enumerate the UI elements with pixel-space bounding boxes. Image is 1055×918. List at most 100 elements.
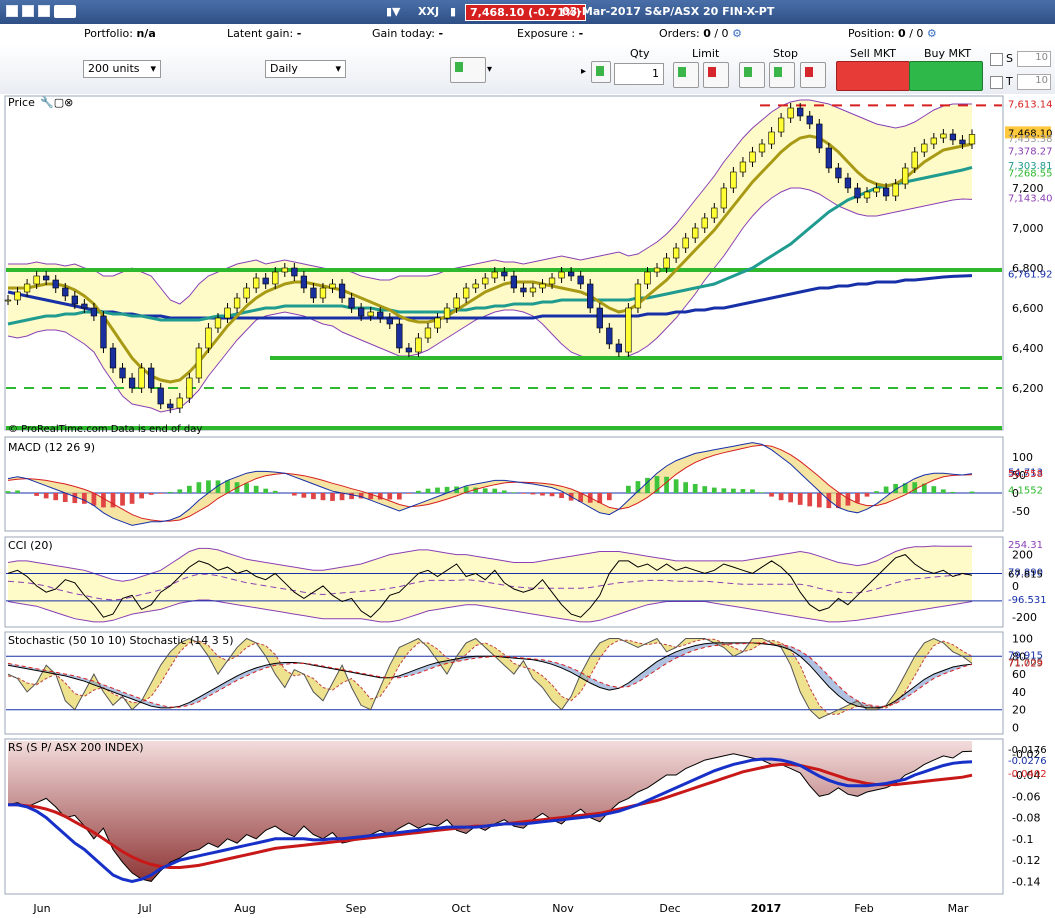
macd-histogram-bar	[186, 485, 192, 493]
candle-body	[472, 283, 479, 289]
rs-tick-label: -0.06	[1012, 790, 1040, 803]
macd-value-label: 50.558	[1008, 469, 1043, 480]
info-icon[interactable]: ▮	[450, 5, 457, 18]
candle-body	[854, 187, 861, 199]
restore-icon[interactable]	[22, 5, 34, 17]
candle-body	[52, 279, 59, 289]
symbol-label[interactable]: XXJ	[418, 5, 440, 18]
macd-histogram-bar	[654, 476, 660, 493]
macd-histogram-bar	[244, 483, 249, 493]
stochastic-fast-k-line	[7, 637, 973, 720]
candle-body	[739, 161, 747, 173]
candle-body	[424, 327, 432, 339]
macd-signal-line	[7, 444, 973, 522]
stochastic-slow-d-line	[7, 642, 973, 708]
candle-body	[634, 283, 642, 309]
limit-buy-button[interactable]	[673, 62, 699, 88]
indicators-button[interactable]	[450, 57, 486, 83]
macd-histogram-bar	[81, 493, 87, 504]
candle-body	[14, 291, 21, 301]
stochastic-panel[interactable]	[4, 631, 1004, 735]
macd-panel[interactable]	[4, 436, 1004, 532]
limit-sell-button[interactable]	[703, 62, 729, 88]
rs-value-label: -0.0176	[1008, 745, 1047, 756]
sell-market-button[interactable]	[836, 61, 910, 91]
chart-type-icon[interactable]: ▮▼	[386, 5, 401, 18]
x-axis-month-label: Oct	[451, 902, 471, 915]
x-axis-month-label: 2017	[751, 902, 782, 915]
macd-histogram-bar	[635, 481, 641, 493]
macd-value-label: 4.1552	[1008, 486, 1043, 497]
cci-value-label: 67.815	[1008, 569, 1043, 580]
macd-histogram-bar	[368, 493, 374, 500]
rs-area-fill	[8, 741, 972, 882]
stochastic-value-label: 71.029	[1008, 658, 1043, 669]
period-select[interactable]: Daily	[265, 60, 346, 78]
candle-body	[558, 271, 565, 279]
indicators-dropdown-icon[interactable]: ▾	[487, 64, 493, 75]
minimize-icon[interactable]	[6, 5, 18, 17]
t-checkbox[interactable]	[990, 76, 1003, 89]
orders-settings-icon[interactable]: ⚙	[732, 27, 742, 40]
order-panel-arrow-icon[interactable]: ▸	[581, 66, 587, 77]
buy-market-button[interactable]	[909, 61, 983, 91]
position-value: 0	[898, 27, 906, 40]
orders-value: 0	[703, 27, 711, 40]
macd-histogram-bar	[606, 493, 612, 501]
candle-body	[43, 275, 50, 281]
candle-body	[176, 397, 183, 409]
candle-body	[644, 271, 651, 285]
position-label: Position:	[848, 27, 895, 40]
macd-histogram-bar	[358, 493, 364, 499]
cci-panel-title: CCI (20)	[8, 539, 53, 552]
price-panel-tools-icon[interactable]: 🔧▢⊗	[40, 95, 73, 109]
position-settings-icon[interactable]: ⚙	[926, 27, 937, 40]
candle-body	[921, 143, 928, 153]
candle-body	[606, 327, 613, 345]
qty-input[interactable]: 1	[614, 63, 664, 85]
candle-body	[300, 275, 308, 289]
candle-body	[787, 107, 794, 119]
order-settings-wrench-icon[interactable]	[591, 61, 611, 83]
macd-histogram-bar	[845, 493, 851, 506]
s-input[interactable]: 10	[1017, 51, 1051, 67]
units-select[interactable]: 200 units	[83, 60, 161, 78]
macd-histogram-bar	[349, 493, 354, 500]
candle-body	[529, 287, 537, 293]
candle-body	[310, 287, 317, 299]
macd-histogram-bar	[339, 493, 345, 501]
price-value-label: 7,143.40	[1008, 193, 1053, 204]
macd-histogram-bar	[320, 493, 326, 501]
macd-tick-label: 100	[1012, 451, 1033, 464]
candle-body	[567, 271, 575, 277]
macd-tick-label: 0	[1012, 487, 1019, 500]
candle-body	[148, 367, 155, 389]
portfolio-infobar: Portfolio: n/a Latent gain: - Gain today…	[0, 24, 1055, 45]
orders-total: / 0	[714, 27, 729, 40]
portfolio-value: n/a	[136, 27, 156, 40]
keyboard-icon[interactable]	[54, 5, 76, 18]
chart-area[interactable]: 6,200 6,400 6,600 6,800 7,000 7,200 7,613.14 7,…	[0, 94, 1055, 918]
price-tick-label: 6,400	[1012, 342, 1044, 355]
maximize-icon[interactable]	[38, 5, 50, 17]
rs-value-label: -0.0276	[1008, 756, 1047, 767]
rs-tick-label: -0.1	[1012, 833, 1033, 846]
t-input[interactable]: 10	[1017, 74, 1051, 90]
candle-body	[338, 283, 346, 299]
stop-sell-button[interactable]	[800, 62, 826, 88]
stop-trail-button[interactable]	[769, 62, 795, 88]
candle-body	[816, 123, 823, 149]
candle-body	[443, 307, 451, 319]
cci-tick-label: 200	[1012, 549, 1033, 562]
macd-histogram-bar	[692, 484, 698, 493]
trading-toolbar: 200 units Daily ▾ ▸ Qty 1 Limit Stop Sel…	[0, 44, 1055, 95]
exposure-value: -	[578, 27, 584, 40]
s-checkbox[interactable]	[990, 53, 1003, 66]
candle-body	[625, 307, 632, 353]
macd-histogram-bar	[864, 493, 870, 497]
candle-body	[777, 117, 785, 133]
candle-body	[396, 323, 403, 349]
cci-band-mid	[7, 573, 973, 601]
macd-histogram-bar	[683, 482, 689, 493]
stop-buy-button[interactable]	[739, 62, 765, 88]
